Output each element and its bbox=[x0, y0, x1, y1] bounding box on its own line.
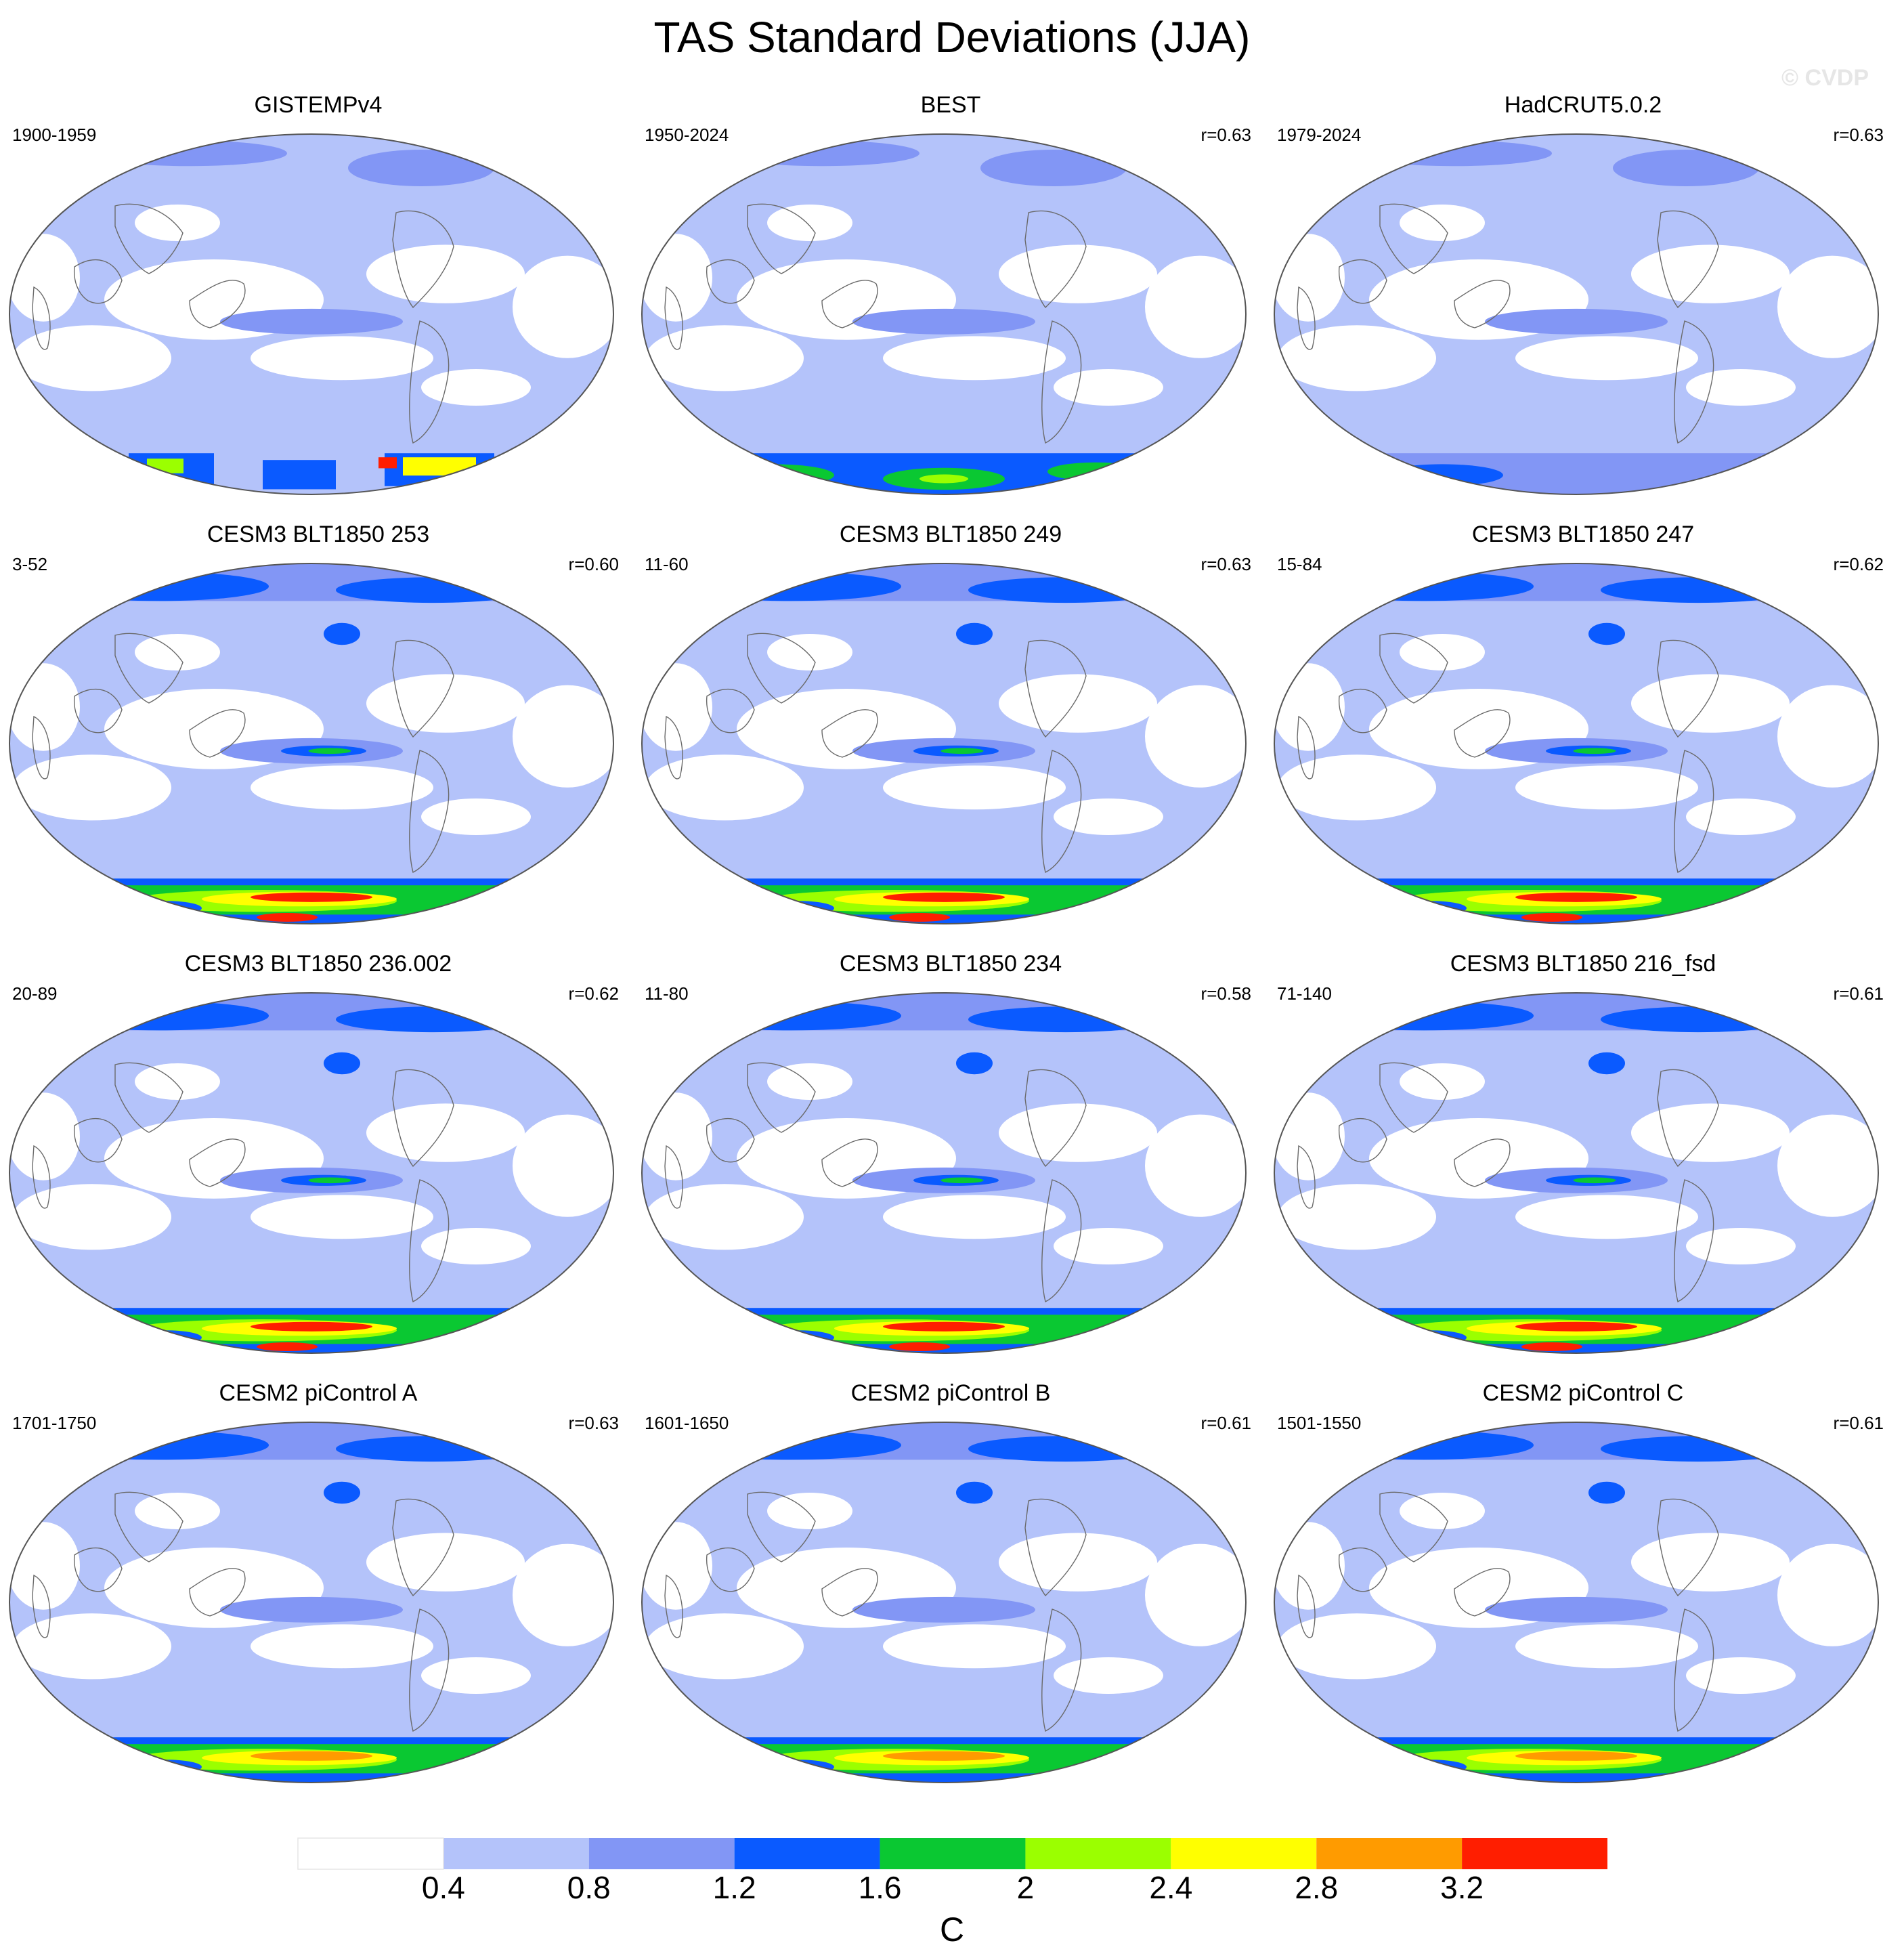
panel-years: 1701-1750 bbox=[12, 1413, 97, 1433]
colorbar-swatch bbox=[588, 1838, 735, 1869]
map-panel: BEST 1950-2024 r=0.63 bbox=[639, 92, 1262, 526]
panel-title: CESM2 piControl B bbox=[850, 1380, 1051, 1406]
map-panel: CESM3 BLT1850 247 15-84 r=0.62 bbox=[1272, 521, 1895, 955]
map-field bbox=[1274, 1422, 1878, 1783]
panel-correlation: r=0.61 bbox=[1833, 1413, 1884, 1433]
panel-years: 20-89 bbox=[12, 983, 58, 1004]
panel-correlation: r=0.62 bbox=[1833, 554, 1884, 574]
panel-years: 15-84 bbox=[1277, 554, 1322, 574]
map-panel: CESM3 BLT1850 216_fsd 71-140 r=0.61 bbox=[1272, 951, 1895, 1384]
panel-title: CESM3 BLT1850 236.002 bbox=[184, 951, 452, 977]
panel-years: 1601-1650 bbox=[645, 1413, 729, 1433]
panel-correlation: r=0.61 bbox=[1833, 983, 1884, 1004]
map-panel: GISTEMPv4 1900-1959 bbox=[7, 92, 630, 526]
robinson-map bbox=[641, 1422, 1247, 1783]
map-panel: CESM2 piControl B 1601-1650 r=0.61 bbox=[639, 1380, 1262, 1814]
panel-title: CESM3 BLT1850 234 bbox=[839, 951, 1062, 977]
colorbar-tick-label: 0.8 bbox=[567, 1870, 611, 1905]
robinson-map bbox=[641, 992, 1247, 1354]
robinson-map bbox=[9, 563, 614, 924]
colorbar-tick-label: 1.6 bbox=[858, 1870, 902, 1905]
panel-title: CESM3 BLT1850 253 bbox=[207, 521, 430, 547]
map-field bbox=[9, 563, 613, 924]
robinson-map bbox=[1274, 563, 1879, 924]
robinson-map bbox=[9, 992, 614, 1354]
panel-years: 11-80 bbox=[645, 983, 689, 1004]
map-panel: HadCRUT5.0.2 1979-2024 r=0.63 bbox=[1272, 92, 1895, 526]
robinson-map bbox=[641, 133, 1247, 495]
robinson-map bbox=[641, 563, 1247, 924]
panel-title: HadCRUT5.0.2 bbox=[1504, 92, 1662, 118]
panel-years: 1900-1959 bbox=[12, 125, 97, 145]
panel-correlation: r=0.61 bbox=[1200, 1413, 1251, 1433]
panel-title: CESM3 BLT1850 247 bbox=[1471, 521, 1695, 547]
panel-correlation: r=0.58 bbox=[1200, 983, 1251, 1004]
colorbar-swatch bbox=[1171, 1838, 1317, 1869]
colorbar-tick-label: 2.4 bbox=[1149, 1870, 1193, 1905]
panel-years: 1950-2024 bbox=[645, 125, 729, 145]
map-panel: CESM2 piControl C 1501-1550 r=0.61 bbox=[1272, 1380, 1895, 1814]
panel-correlation: r=0.63 bbox=[568, 1413, 619, 1433]
map-panel: CESM3 BLT1850 253 3-52 r=0.60 bbox=[7, 521, 630, 955]
robinson-map bbox=[1274, 1422, 1879, 1783]
robinson-map bbox=[9, 133, 614, 495]
colorbar-tick-label: 2 bbox=[1016, 1870, 1035, 1905]
map-field bbox=[9, 993, 613, 1353]
panel-correlation: r=0.63 bbox=[1200, 125, 1251, 145]
colorbar-swatch bbox=[443, 1838, 589, 1869]
panel-correlation: r=0.60 bbox=[568, 554, 619, 574]
colorbar-tick-label: 3.2 bbox=[1440, 1870, 1484, 1905]
robinson-map bbox=[1274, 992, 1879, 1354]
panel-title: CESM3 BLT1850 216_fsd bbox=[1450, 951, 1716, 977]
panel-years: 11-60 bbox=[645, 554, 689, 574]
panel-correlation: r=0.63 bbox=[1833, 125, 1884, 145]
colorbar-tick-label: 2.8 bbox=[1295, 1870, 1339, 1905]
colorbar-swatch bbox=[734, 1838, 880, 1869]
panel-title: BEST bbox=[920, 92, 981, 118]
map-panel: CESM2 piControl A 1701-1750 r=0.63 bbox=[7, 1380, 630, 1814]
panel-title: CESM3 BLT1850 249 bbox=[839, 521, 1062, 547]
colorbar-swatch bbox=[298, 1838, 443, 1869]
map-field bbox=[642, 134, 1246, 494]
robinson-map bbox=[1274, 133, 1879, 495]
map-field bbox=[642, 993, 1246, 1353]
panel-title: CESM2 piControl A bbox=[219, 1380, 418, 1406]
map-panel: CESM3 BLT1850 249 11-60 r=0.63 bbox=[639, 521, 1262, 955]
panel-title: CESM2 piControl C bbox=[1482, 1380, 1684, 1406]
robinson-map bbox=[9, 1422, 614, 1783]
colorbar-tick-label: 1.2 bbox=[712, 1870, 756, 1905]
colorbar-unit: C bbox=[939, 1911, 965, 1948]
colorbar-swatch bbox=[1316, 1838, 1463, 1869]
panel-correlation: r=0.62 bbox=[568, 983, 619, 1004]
colorbar-swatch bbox=[1025, 1838, 1171, 1869]
map-panel: CESM3 BLT1850 234 11-80 r=0.58 bbox=[639, 951, 1262, 1384]
panel-years: 3-52 bbox=[12, 554, 48, 574]
panel-years: 71-140 bbox=[1277, 983, 1332, 1004]
colorbar-swatch bbox=[880, 1838, 1026, 1869]
colorbar-swatch bbox=[1462, 1838, 1607, 1869]
map-field bbox=[9, 134, 613, 494]
panel-years: 1501-1550 bbox=[1277, 1413, 1362, 1433]
cvdp-watermark: © CVDP bbox=[1781, 65, 1869, 91]
map-panel: CESM3 BLT1850 236.002 20-89 r=0.62 bbox=[7, 951, 630, 1384]
figure-title: TAS Standard Deviations (JJA) bbox=[653, 13, 1251, 62]
panel-years: 1979-2024 bbox=[1277, 125, 1362, 145]
panel-title: GISTEMPv4 bbox=[254, 92, 383, 118]
colorbar-tick-label: 0.4 bbox=[421, 1870, 465, 1905]
panel-correlation: r=0.63 bbox=[1200, 554, 1251, 574]
